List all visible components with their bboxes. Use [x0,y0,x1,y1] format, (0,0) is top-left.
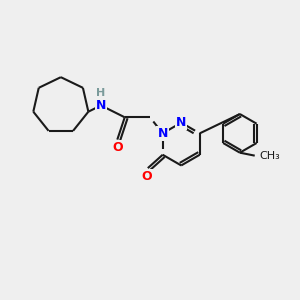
Text: O: O [112,140,123,154]
Text: CH₃: CH₃ [259,151,280,160]
Text: N: N [96,99,106,112]
Text: O: O [141,170,152,183]
Text: H: H [96,88,106,98]
Text: N: N [158,127,168,140]
Text: N: N [176,116,186,129]
